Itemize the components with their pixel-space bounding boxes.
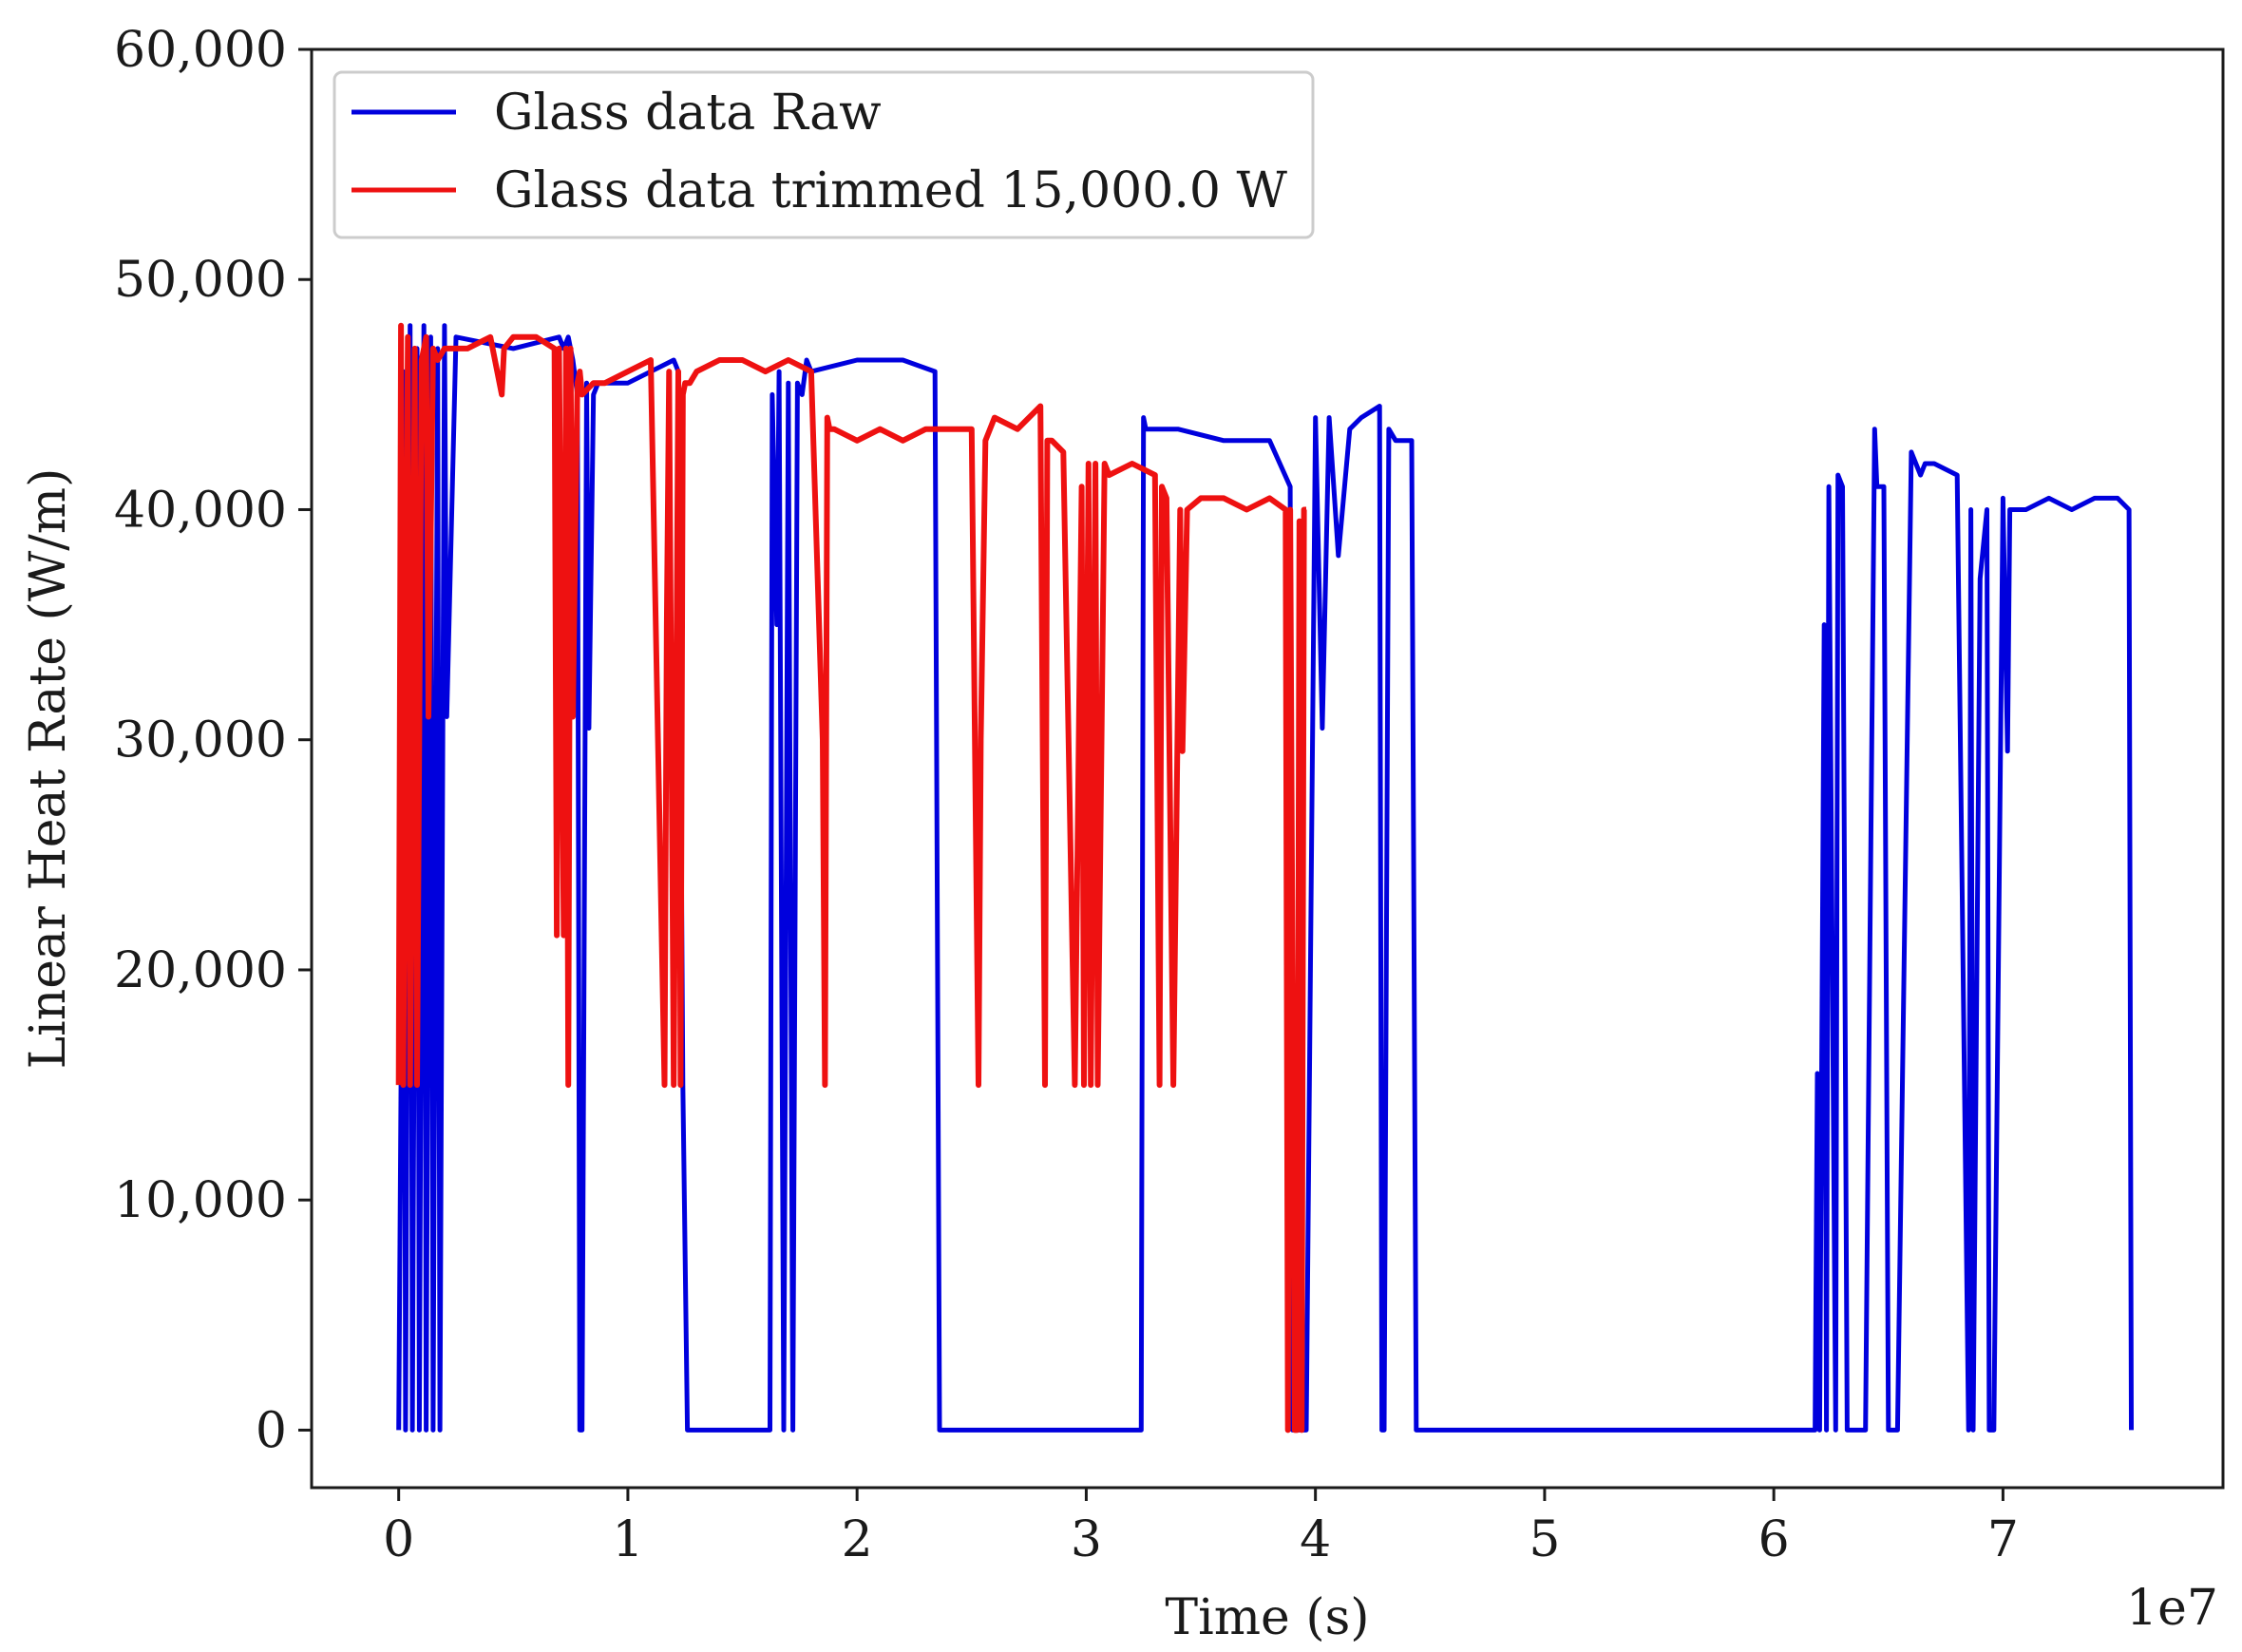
x-tick-label: 2 (842, 1511, 873, 1568)
y-axis-title: Linear Heat Rate (W/m) (20, 468, 77, 1070)
legend-label-trimmed: Glass data trimmed 15,000.0 W (494, 162, 1287, 219)
legend-box (332, 70, 1315, 239)
y-axis: 0 10,000 20,000 30,000 40,000 50,000 60,000 (114, 22, 312, 1459)
y-tick-label: 60,000 (114, 22, 287, 79)
x-tick-label: 7 (1987, 1511, 2019, 1568)
series-line-trimmed (395, 322, 1307, 1434)
legend: Glass data Raw Glass data trimmed 15,000… (332, 70, 1315, 239)
x-axis: 0 1 2 3 4 5 6 7 (383, 1488, 2019, 1568)
x-tick-label: 4 (1300, 1511, 1331, 1568)
x-tick-label: 6 (1758, 1511, 1790, 1568)
y-tick-label: 40,000 (114, 482, 287, 539)
y-tick-label: 30,000 (114, 712, 287, 769)
x-tick-label: 3 (1071, 1511, 1102, 1568)
series-layer (395, 322, 2134, 1434)
x-tick-label: 1 (612, 1511, 643, 1568)
y-tick-label: 50,000 (114, 252, 287, 309)
plot-area-frame (310, 47, 2225, 1490)
x-axis-title: Time (s) (1165, 1589, 1369, 1646)
x-tick-label: 0 (383, 1511, 414, 1568)
y-tick-label: 20,000 (114, 942, 287, 999)
legend-label-raw: Glass data Raw (494, 85, 882, 142)
x-tick-label: 5 (1529, 1511, 1560, 1568)
y-tick-label: 10,000 (114, 1172, 287, 1229)
y-tick-label: 0 (256, 1402, 287, 1459)
x-axis-multiplier: 1e7 (2126, 1580, 2218, 1637)
